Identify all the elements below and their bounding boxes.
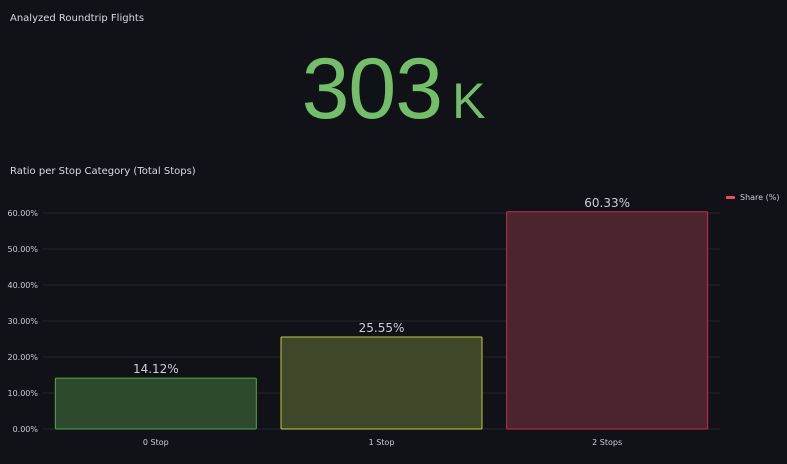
y-tick-label: 20.00% [7,353,38,362]
y-tick-label: 10.00% [7,389,38,398]
stat-number: 303 [301,41,443,137]
bar-chart: 0.00% 10.00% 20.00% 30.00% 40.00% 50.00% 60.00… [7,196,720,447]
chart-panel-title: Ratio per Stop Category (Total Stops) [10,166,196,177]
bar [280,336,483,430]
bar [54,377,257,430]
x-tick-label: 0 Stop [143,438,169,447]
stat-panel-title: Analyzed Roundtrip Flights [10,13,145,24]
stat-value: 303 K [0,46,787,132]
x-tick-label: 2 Stops [592,438,622,447]
data-label: 60.33% [584,196,630,210]
y-tick-label: 0.00% [13,425,39,434]
y-tick-label: 50.00% [7,245,38,254]
legend-label: Share (%) [740,193,780,202]
data-label: 14.12% [133,362,179,376]
x-tick-label: 1 Stop [369,438,395,447]
legend-swatch [726,196,735,199]
y-tick-label: 30.00% [7,317,38,326]
data-label: 25.55% [359,321,405,335]
y-tick-label: 60.00% [7,209,38,218]
y-tick-label: 40.00% [7,281,38,290]
stat-unit: K [452,73,486,129]
bar [506,211,709,430]
chart-legend[interactable]: Share (%) [726,193,779,202]
